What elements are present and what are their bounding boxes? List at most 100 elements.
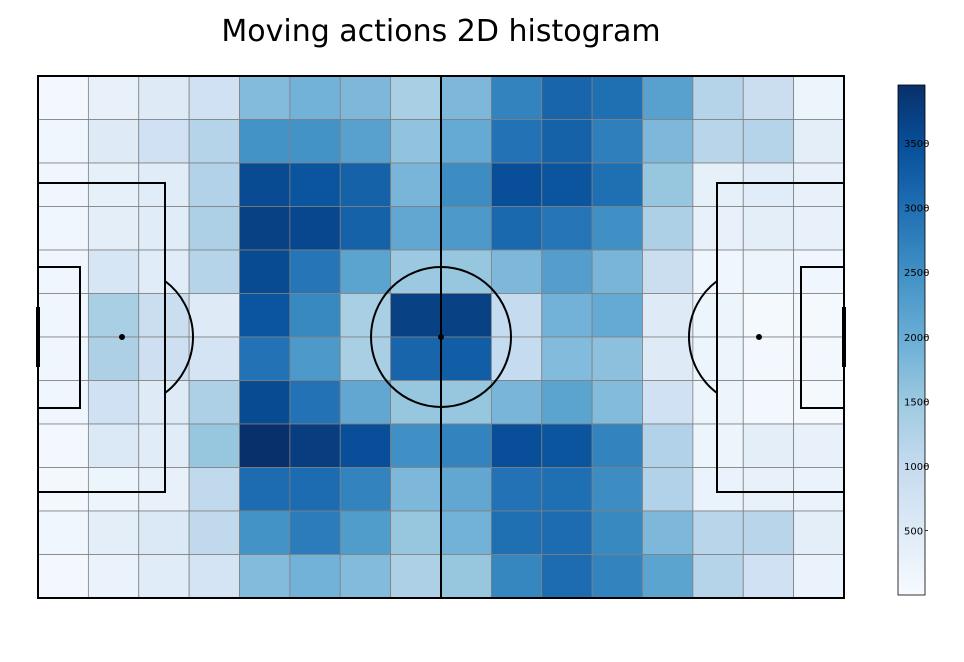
heatmap-cell (37, 75, 89, 120)
heatmap-cell (591, 510, 643, 555)
heatmap-cell (289, 423, 341, 468)
heatmap-cell (591, 162, 643, 207)
heatmap-cell (692, 75, 744, 120)
heatmap-cell (642, 75, 694, 120)
heatmap-cell (188, 119, 240, 164)
heatmap-cell (692, 119, 744, 164)
heatmap-cell (541, 162, 593, 207)
heatmap-cell (390, 336, 442, 381)
heatmap-cell (390, 119, 442, 164)
colorbar-gradient (897, 84, 926, 596)
left-penalty-spot (119, 334, 125, 340)
colorbar-tick-label: 2500 (904, 268, 929, 279)
heatmap-cell (289, 162, 341, 207)
heatmap-cell (742, 119, 795, 164)
heatmap-cell (440, 119, 492, 164)
heatmap-cell (742, 380, 795, 425)
heatmap-cell (742, 249, 795, 294)
heatmap-cell (440, 162, 492, 207)
heatmap-cell (742, 336, 795, 381)
heatmap-cell (188, 510, 240, 555)
heatmap-cell (390, 423, 442, 468)
heatmap-cell (642, 380, 694, 425)
heatmap-cell (37, 119, 89, 164)
heatmap-cell (692, 380, 744, 425)
heatmap-cell (642, 162, 694, 207)
heatmap-cell (87, 467, 140, 512)
heatmap-cell (541, 380, 593, 425)
chart-title: Moving actions 2D histogram (221, 14, 661, 49)
heatmap-cell (289, 467, 341, 512)
heatmap-cell (239, 467, 291, 512)
heatmap-cell (440, 554, 492, 599)
colorbar-tick-label: 2000 (904, 333, 929, 344)
heatmap-cell (793, 423, 845, 468)
heatmap-cell (742, 510, 795, 555)
colorbar-tick-label: 500 (904, 526, 923, 537)
heatmap-cell (692, 293, 744, 338)
heatmap-cell (742, 467, 795, 512)
heatmap-cell (591, 249, 643, 294)
heatmap-cell (490, 380, 543, 425)
heatmap-cells (37, 75, 845, 599)
heatmap-cell (138, 75, 190, 120)
heatmap-cell (239, 293, 291, 338)
heatmap-cell (490, 510, 543, 555)
heatmap-cell (440, 467, 492, 512)
heatmap-cell (692, 423, 744, 468)
heatmap-cell (541, 293, 593, 338)
right-penalty-spot (756, 334, 762, 340)
heatmap-cell (138, 162, 190, 207)
heatmap-cell (440, 293, 492, 338)
heatmap-cell (87, 380, 140, 425)
heatmap-cell (188, 380, 240, 425)
heatmap-cell (490, 206, 543, 251)
colorbar-ticks: 500 1000 1500 2000 2500 3000 3500 (904, 139, 929, 537)
heatmap-cell (138, 206, 190, 251)
center-spot (438, 334, 444, 340)
center-circle (370, 266, 512, 408)
heatmap-cell (541, 336, 593, 381)
right-penalty-arc (688, 280, 718, 394)
heatmap-cell (793, 380, 845, 425)
heatmap-cell (87, 293, 140, 338)
pitch-markings (36, 75, 846, 599)
heatmap-cell (642, 293, 694, 338)
heatmap-cell (642, 554, 694, 599)
heatmap-cell (591, 293, 643, 338)
heatmap-cell (339, 336, 392, 381)
heatmap-cell (138, 249, 190, 294)
heatmap-cell (742, 75, 795, 120)
heatmap-cell (339, 119, 392, 164)
heatmap-cell (642, 336, 694, 381)
heatmap-cell (289, 510, 341, 555)
heatmap-cell (742, 206, 795, 251)
heatmap-cell (490, 119, 543, 164)
heatmap-cell (793, 75, 845, 120)
colorbar-tick-label: 1500 (904, 397, 929, 408)
heatmap-cell (339, 467, 392, 512)
heatmap-cell (793, 336, 845, 381)
heatmap-cell (692, 249, 744, 294)
heatmap-cell (188, 467, 240, 512)
heatmap-cell (642, 249, 694, 294)
colorbar-tick-label: 1000 (904, 462, 929, 473)
heatmap-cell (692, 554, 744, 599)
heatmap-cell (37, 510, 89, 555)
heatmap-cell (742, 162, 795, 207)
heatmap-cell (188, 423, 240, 468)
heatmap-cell (642, 510, 694, 555)
heatmap-cell (339, 293, 392, 338)
heatmap-cell (490, 293, 543, 338)
heatmap-cell (793, 554, 845, 599)
heatmap-cell (793, 206, 845, 251)
heatmap-cell (339, 380, 392, 425)
heatmap-cell (138, 119, 190, 164)
heatmap-cell (793, 293, 845, 338)
heatmap-cell (793, 510, 845, 555)
heatmap-cell (692, 467, 744, 512)
heatmap-cell (390, 206, 442, 251)
heatmap-cell (188, 206, 240, 251)
